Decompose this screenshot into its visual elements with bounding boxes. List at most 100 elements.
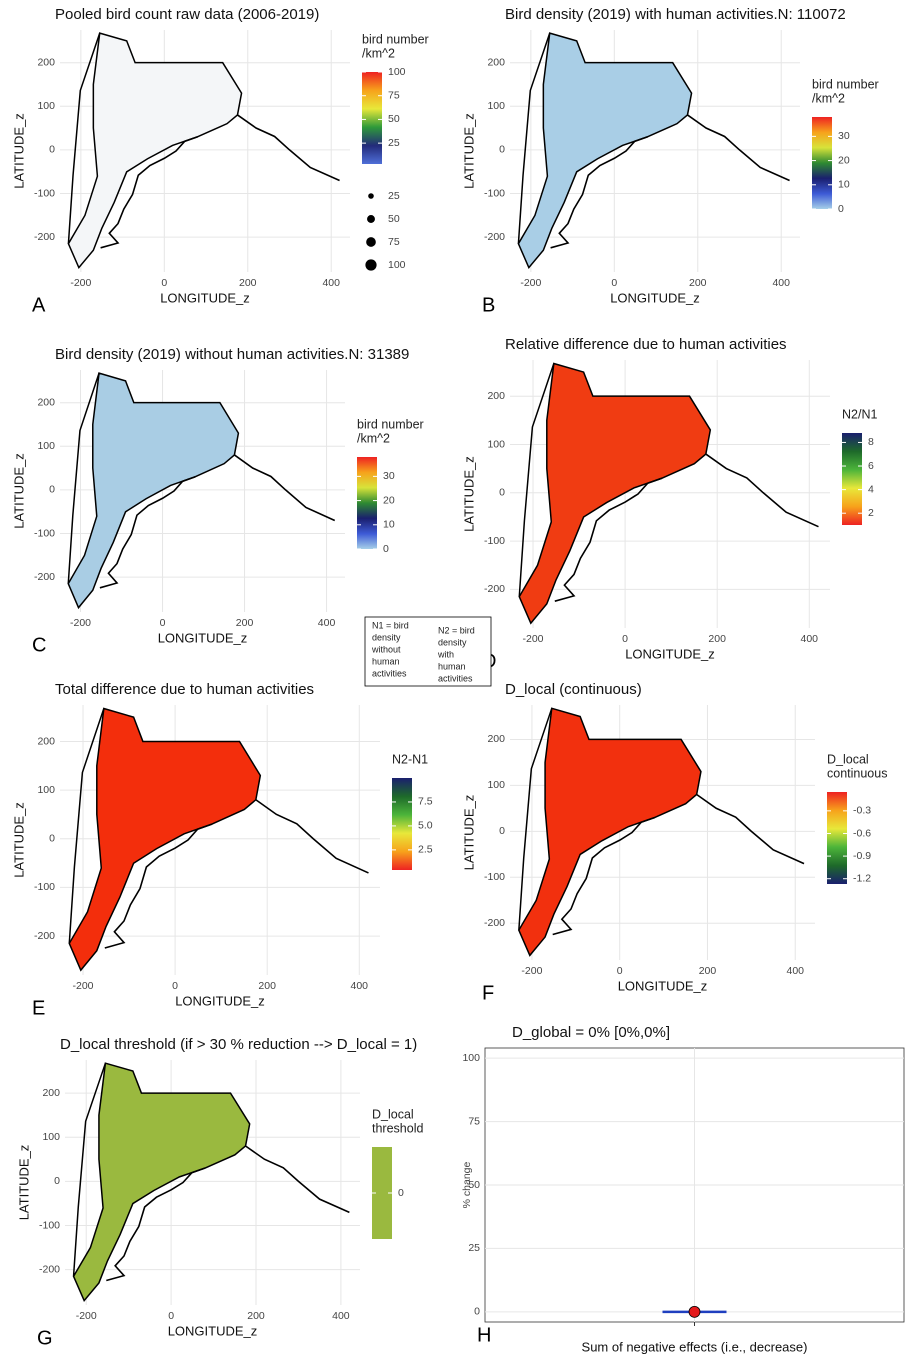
y-tick-label: 0 bbox=[49, 484, 55, 496]
x-tick-label: 0 bbox=[160, 617, 166, 629]
map-boundary bbox=[68, 708, 105, 944]
size-key bbox=[366, 237, 376, 247]
x-axis-title: LONGITUDE_z bbox=[625, 646, 715, 661]
y-tick-label: 100 bbox=[462, 1052, 480, 1064]
y-tick-label: 200 bbox=[487, 56, 505, 68]
map-panel: -200 0 200 400 -200 -100 0 100 200 Total differen… bbox=[11, 681, 432, 1019]
x-tick-label: 0 bbox=[622, 633, 628, 645]
legend-title: D_local bbox=[827, 752, 869, 766]
x-tick-label: -200 bbox=[76, 1310, 97, 1322]
map-panel: -200 0 200 400 -200 -100 0 100 200 D_local (conti… bbox=[461, 681, 887, 1004]
legend-title: threshold bbox=[372, 1121, 423, 1135]
coastline bbox=[552, 816, 656, 936]
y-tick-label: -200 bbox=[484, 917, 505, 929]
x-tick-label: 400 bbox=[332, 1310, 350, 1322]
legend-title: N2-N1 bbox=[392, 752, 428, 766]
y-tick-label: -200 bbox=[34, 571, 55, 583]
y-axis-title: LATITUDE_z bbox=[11, 113, 26, 189]
legend-label: -0.3 bbox=[853, 805, 871, 817]
y-tick-label: -100 bbox=[484, 871, 505, 883]
map-panel: -200 0 200 400 -200 -100 0 100 200 D_local thresh… bbox=[16, 1036, 423, 1349]
x-tick-label: 200 bbox=[247, 1310, 265, 1322]
legend-label: 0 bbox=[383, 543, 389, 555]
map-boundary bbox=[67, 372, 100, 584]
y-tick-label: 0 bbox=[499, 487, 505, 499]
legend-label: 8 bbox=[868, 436, 874, 448]
x-tick-label: 400 bbox=[322, 277, 340, 289]
coastline bbox=[233, 454, 336, 522]
note-text: human bbox=[438, 661, 466, 671]
panel-letter: G bbox=[37, 1327, 53, 1349]
y-axis-title: % change bbox=[461, 1161, 473, 1208]
coastline bbox=[100, 135, 199, 249]
legend-label: -0.9 bbox=[853, 850, 871, 862]
map-area bbox=[518, 707, 702, 957]
legend-label: 4 bbox=[868, 483, 874, 495]
legend-label: 30 bbox=[383, 470, 395, 482]
y-tick-label: -100 bbox=[34, 881, 55, 893]
x-tick-label: -200 bbox=[523, 633, 544, 645]
y-tick-label: 0 bbox=[474, 1306, 480, 1318]
x-tick-label: 0 bbox=[611, 277, 617, 289]
note-text: without bbox=[371, 644, 401, 654]
x-tick-label: 400 bbox=[772, 277, 790, 289]
panel-letter: A bbox=[32, 294, 46, 316]
y-tick-label: 200 bbox=[42, 1087, 60, 1099]
x-tick-label: 200 bbox=[236, 617, 254, 629]
note-text: density bbox=[372, 632, 401, 642]
x-tick-label: -200 bbox=[520, 277, 541, 289]
y-tick-label: 0 bbox=[49, 144, 55, 156]
legend-label: 10 bbox=[383, 519, 395, 531]
point bbox=[688, 1305, 701, 1318]
legend-label: -0.6 bbox=[853, 827, 871, 839]
legend-title: continuous bbox=[827, 766, 887, 780]
x-tick-label: 200 bbox=[708, 633, 726, 645]
legend-title: /km^2 bbox=[812, 91, 845, 105]
y-tick-label: -100 bbox=[39, 1219, 60, 1231]
note-text: activities bbox=[438, 673, 473, 683]
y-tick-label: 200 bbox=[487, 390, 505, 402]
y-tick-label: 100 bbox=[487, 779, 505, 791]
panel-title: D_local (continuous) bbox=[505, 681, 642, 698]
size-key bbox=[368, 193, 374, 199]
map-area bbox=[518, 362, 712, 625]
legend-label: 2 bbox=[868, 507, 874, 519]
map-boundary bbox=[518, 363, 555, 597]
note-text: with bbox=[437, 649, 454, 659]
colorbar bbox=[392, 778, 412, 870]
y-tick-label: -100 bbox=[484, 535, 505, 547]
panel-letter: E bbox=[32, 997, 45, 1019]
coastline bbox=[696, 793, 805, 865]
legend-label: 2.5 bbox=[418, 844, 433, 856]
legend-label: 5.0 bbox=[418, 820, 433, 832]
panel-title: Bird density (2019) with human activitie… bbox=[505, 6, 846, 23]
legend-title: bird number bbox=[357, 417, 424, 431]
x-tick-label: 200 bbox=[699, 965, 717, 977]
map-boundary bbox=[67, 32, 101, 244]
y-tick-label: -200 bbox=[39, 1263, 60, 1275]
y-tick-label: -100 bbox=[34, 187, 55, 199]
y-tick-label: 100 bbox=[487, 100, 505, 112]
y-tick-label: 100 bbox=[42, 1131, 60, 1143]
x-tick-label: -200 bbox=[521, 965, 542, 977]
coastline bbox=[99, 475, 196, 589]
legend-label: 10 bbox=[838, 179, 850, 191]
x-tick-label: -200 bbox=[70, 277, 91, 289]
x-axis-title: LONGITUDE_z bbox=[160, 290, 250, 305]
y-tick-label: 0 bbox=[499, 825, 505, 837]
x-tick-label: 0 bbox=[161, 277, 167, 289]
coastline bbox=[106, 1167, 206, 1282]
panel-title: Bird density (2019) without human activi… bbox=[55, 346, 409, 363]
panel-title: D_local threshold (if > 30 % reduction -… bbox=[60, 1036, 417, 1053]
legend-label: 20 bbox=[838, 154, 850, 166]
y-tick-label: 100 bbox=[37, 100, 55, 112]
y-tick-label: 50 bbox=[468, 1179, 480, 1191]
legend-label: 20 bbox=[383, 494, 395, 506]
y-axis-title: LATITUDE_z bbox=[461, 795, 476, 871]
coastline bbox=[705, 453, 819, 528]
x-tick-label: Sum of negative effects (i.e., decrease) bbox=[582, 1339, 808, 1354]
colorbar bbox=[372, 1147, 392, 1239]
y-axis-title: LATITUDE_z bbox=[16, 1145, 31, 1221]
coastline bbox=[104, 823, 213, 949]
